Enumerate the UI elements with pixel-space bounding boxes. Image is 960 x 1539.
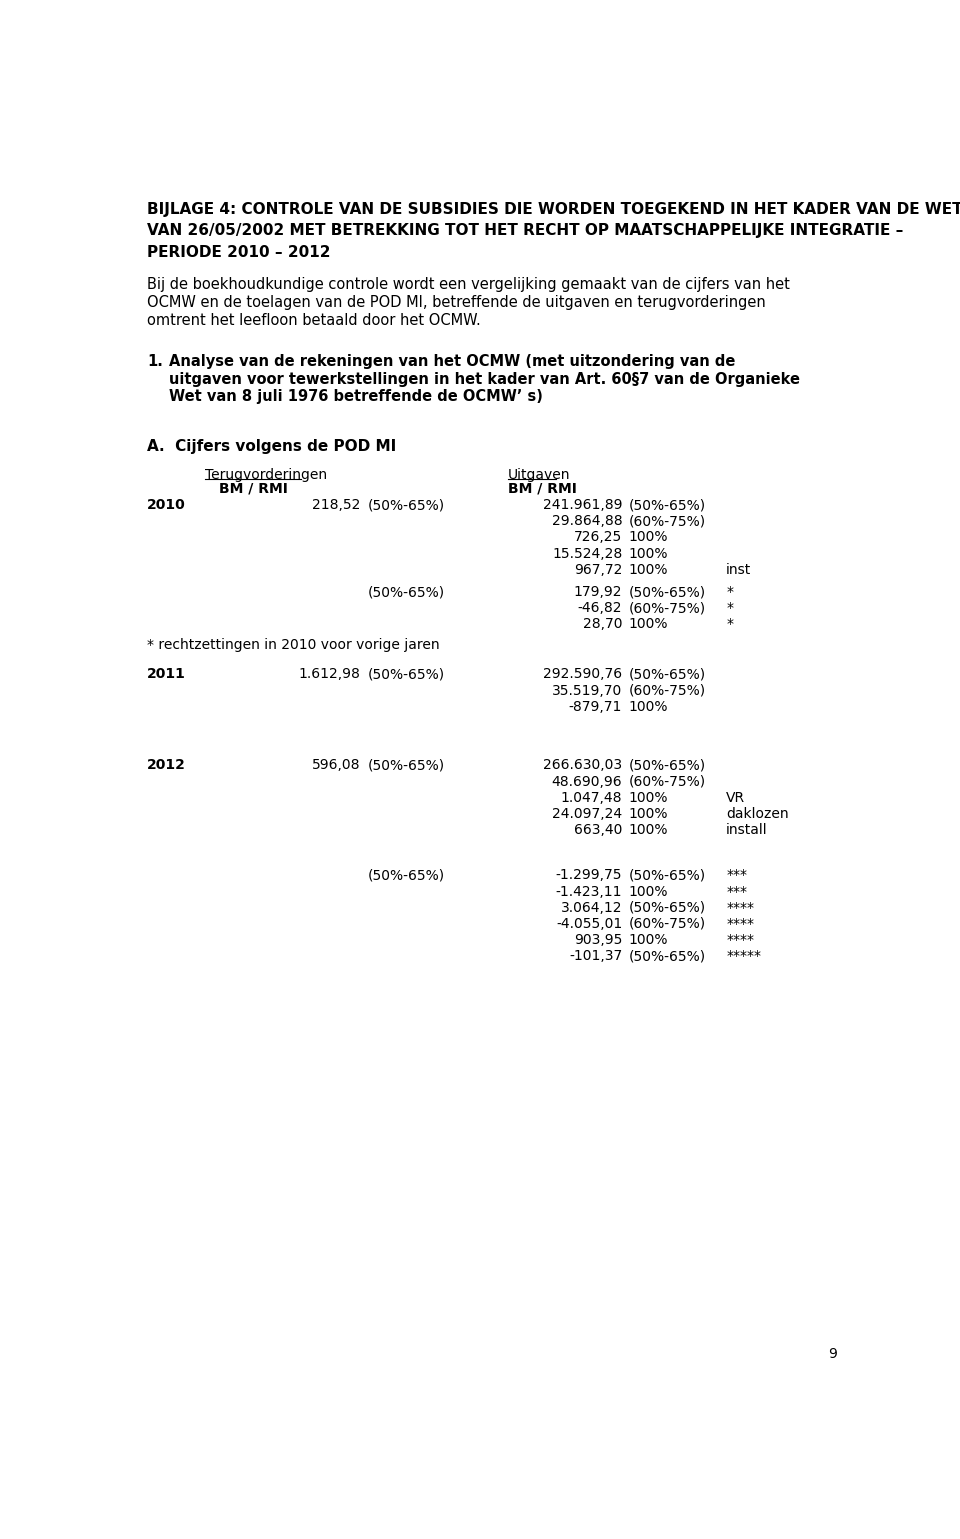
Text: 663,40: 663,40 <box>574 823 622 837</box>
Text: (60%-75%): (60%-75%) <box>629 774 706 788</box>
Text: ****: **** <box>726 900 754 914</box>
Text: Bij de boekhoudkundige controle wordt een vergelijking gemaakt van de cijfers va: Bij de boekhoudkundige controle wordt ee… <box>147 277 790 292</box>
Text: 29.864,88: 29.864,88 <box>552 514 622 528</box>
Text: PERIODE 2010 – 2012: PERIODE 2010 – 2012 <box>147 245 330 260</box>
Text: (50%-65%): (50%-65%) <box>629 868 706 882</box>
Text: VAN 26/05/2002 MET BETREKKING TOT HET RECHT OP MAATSCHAPPELIJKE INTEGRATIE –: VAN 26/05/2002 MET BETREKKING TOT HET RE… <box>147 223 903 239</box>
Text: (50%-65%): (50%-65%) <box>368 499 445 512</box>
Text: A.  Cijfers volgens de POD MI: A. Cijfers volgens de POD MI <box>147 439 396 454</box>
Text: 241.961,89: 241.961,89 <box>542 499 622 512</box>
Text: -1.423,11: -1.423,11 <box>556 885 622 899</box>
Text: BM / RMI: BM / RMI <box>219 482 288 496</box>
Text: 292.590,76: 292.590,76 <box>543 668 622 682</box>
Text: (50%-65%): (50%-65%) <box>629 499 706 512</box>
Text: 3.064,12: 3.064,12 <box>561 900 622 914</box>
Text: -1.299,75: -1.299,75 <box>556 868 622 882</box>
Text: 100%: 100% <box>629 933 668 946</box>
Text: ***: *** <box>726 868 747 882</box>
Text: 2011: 2011 <box>147 668 186 682</box>
Text: 100%: 100% <box>629 806 668 820</box>
Text: (50%-65%): (50%-65%) <box>629 668 706 682</box>
Text: 35.519,70: 35.519,70 <box>552 683 622 697</box>
Text: 15.524,28: 15.524,28 <box>552 546 622 560</box>
Text: * rechtzettingen in 2010 voor vorige jaren: * rechtzettingen in 2010 voor vorige jar… <box>147 639 440 653</box>
Text: uitgaven voor tewerkstellingen in het kader van Art. 60§7 van de Organieke: uitgaven voor tewerkstellingen in het ka… <box>169 372 800 386</box>
Text: -879,71: -879,71 <box>569 700 622 714</box>
Text: -4.055,01: -4.055,01 <box>556 917 622 931</box>
Text: 100%: 100% <box>629 617 668 631</box>
Text: 9: 9 <box>828 1347 837 1362</box>
Text: *: * <box>726 617 733 631</box>
Text: ***: *** <box>726 885 747 899</box>
Text: 266.630,03: 266.630,03 <box>543 759 622 773</box>
Text: Terugvorderingen: Terugvorderingen <box>205 468 327 482</box>
Text: (60%-75%): (60%-75%) <box>629 602 706 616</box>
Text: 48.690,96: 48.690,96 <box>552 774 622 788</box>
Text: 1.047,48: 1.047,48 <box>561 791 622 805</box>
Text: 596,08: 596,08 <box>312 759 360 773</box>
Text: Wet van 8 juli 1976 betreffende de OCMW’ s): Wet van 8 juli 1976 betreffende de OCMW’… <box>169 389 542 405</box>
Text: *: * <box>726 585 733 599</box>
Text: 100%: 100% <box>629 563 668 577</box>
Text: 1.612,98: 1.612,98 <box>299 668 360 682</box>
Text: 726,25: 726,25 <box>574 531 622 545</box>
Text: (50%-65%): (50%-65%) <box>368 868 445 882</box>
Text: (50%-65%): (50%-65%) <box>629 950 706 963</box>
Text: VR: VR <box>726 791 745 805</box>
Text: daklozen: daklozen <box>726 806 789 820</box>
Text: (60%-75%): (60%-75%) <box>629 683 706 697</box>
Text: (50%-65%): (50%-65%) <box>629 900 706 914</box>
Text: -101,37: -101,37 <box>569 950 622 963</box>
Text: -46,82: -46,82 <box>578 602 622 616</box>
Text: ****: **** <box>726 917 754 931</box>
Text: 100%: 100% <box>629 546 668 560</box>
Text: (50%-65%): (50%-65%) <box>368 668 445 682</box>
Text: Uitgaven: Uitgaven <box>508 468 570 482</box>
Text: 2010: 2010 <box>147 499 186 512</box>
Text: BIJLAGE 4: CONTROLE VAN DE SUBSIDIES DIE WORDEN TOEGEKEND IN HET KADER VAN DE WE: BIJLAGE 4: CONTROLE VAN DE SUBSIDIES DIE… <box>147 202 960 217</box>
Text: (50%-65%): (50%-65%) <box>368 585 445 599</box>
Text: 100%: 100% <box>629 885 668 899</box>
Text: 1.: 1. <box>147 354 163 369</box>
Text: Analyse van de rekeningen van het OCMW (met uitzondering van de: Analyse van de rekeningen van het OCMW (… <box>169 354 735 369</box>
Text: *: * <box>726 602 733 616</box>
Text: inst: inst <box>726 563 752 577</box>
Text: 967,72: 967,72 <box>574 563 622 577</box>
Text: 100%: 100% <box>629 791 668 805</box>
Text: OCMW en de toelagen van de POD MI, betreffende de uitgaven en terugvorderingen: OCMW en de toelagen van de POD MI, betre… <box>147 295 766 309</box>
Text: 2012: 2012 <box>147 759 186 773</box>
Text: *****: ***** <box>726 950 761 963</box>
Text: (60%-75%): (60%-75%) <box>629 917 706 931</box>
Text: 100%: 100% <box>629 531 668 545</box>
Text: 100%: 100% <box>629 700 668 714</box>
Text: 179,92: 179,92 <box>574 585 622 599</box>
Text: (50%-65%): (50%-65%) <box>368 759 445 773</box>
Text: (60%-75%): (60%-75%) <box>629 514 706 528</box>
Text: 24.097,24: 24.097,24 <box>552 806 622 820</box>
Text: (50%-65%): (50%-65%) <box>629 759 706 773</box>
Text: 903,95: 903,95 <box>574 933 622 946</box>
Text: BM / RMI: BM / RMI <box>508 482 576 496</box>
Text: 100%: 100% <box>629 823 668 837</box>
Text: omtrent het leefloon betaald door het OCMW.: omtrent het leefloon betaald door het OC… <box>147 312 481 328</box>
Text: ****: **** <box>726 933 754 946</box>
Text: 28,70: 28,70 <box>583 617 622 631</box>
Text: (50%-65%): (50%-65%) <box>629 585 706 599</box>
Text: 218,52: 218,52 <box>312 499 360 512</box>
Text: install: install <box>726 823 768 837</box>
